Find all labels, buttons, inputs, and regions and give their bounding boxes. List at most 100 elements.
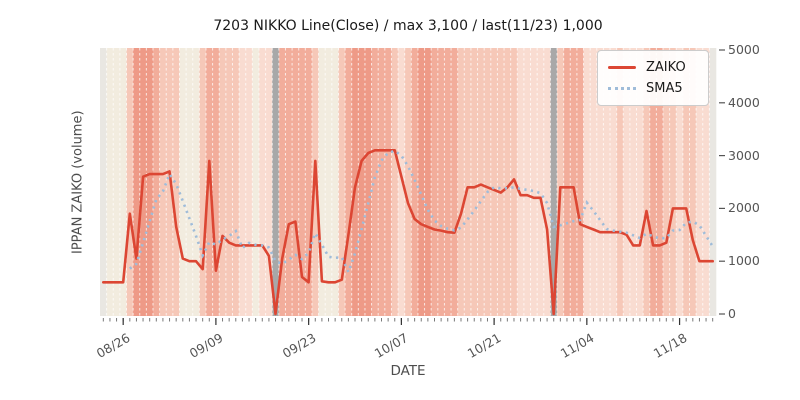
day-band <box>610 48 617 316</box>
y-tick-label: 2000 <box>728 200 760 216</box>
day-band <box>378 48 386 316</box>
day-band <box>384 48 392 316</box>
day-band <box>663 48 670 316</box>
day-band <box>557 48 564 316</box>
day-band <box>159 48 167 316</box>
day-band <box>444 48 452 316</box>
day-band <box>119 48 127 316</box>
sma5-line-swatch <box>608 87 636 90</box>
day-band <box>272 48 280 316</box>
day-band <box>424 48 432 316</box>
day-band <box>305 48 313 316</box>
day-band <box>643 48 651 316</box>
day-band <box>298 48 306 316</box>
day-band <box>689 48 697 316</box>
day-band <box>345 48 352 316</box>
day-band <box>696 48 704 316</box>
day-band <box>245 48 253 316</box>
day-band <box>285 48 293 316</box>
day-band <box>523 48 531 316</box>
day-band <box>232 48 240 316</box>
day-band <box>106 48 114 316</box>
day-band <box>126 48 134 316</box>
day-band <box>239 48 247 316</box>
y-tick-label: 4000 <box>728 94 760 110</box>
day-band <box>146 48 154 316</box>
zaiko-line <box>102 149 715 316</box>
day-band <box>504 48 511 316</box>
day-band <box>576 48 584 316</box>
day-band <box>252 48 260 316</box>
day-band <box>371 48 379 316</box>
day-band <box>331 48 339 316</box>
day-band <box>225 48 233 316</box>
zaiko-line-swatch <box>608 66 636 69</box>
day-band <box>364 48 372 316</box>
day-band <box>100 48 107 316</box>
day-band <box>358 48 366 316</box>
day-band <box>457 48 465 316</box>
day-band <box>179 48 187 316</box>
day-band <box>192 48 200 316</box>
legend-item-zaiko: ZAIKO <box>608 58 698 77</box>
y-tick-label: 1000 <box>728 253 760 269</box>
day-band <box>470 48 478 316</box>
legend-label-sma5: SMA5 <box>646 81 683 96</box>
day-band <box>616 48 624 316</box>
day-band <box>636 48 644 316</box>
day-band <box>537 48 545 316</box>
y-tick-label: 3000 <box>728 147 760 163</box>
day-band <box>682 48 690 316</box>
day-band <box>391 48 399 316</box>
day-band <box>451 48 458 316</box>
day-band <box>583 48 591 316</box>
day-band <box>497 48 505 316</box>
day-band <box>629 48 637 316</box>
day-band <box>649 48 657 316</box>
day-band <box>219 48 227 316</box>
day-band <box>437 48 445 316</box>
day-band <box>484 48 492 316</box>
day-band <box>186 48 194 316</box>
y-axis-label: IPPAN ZAIKO (volume) <box>70 110 86 254</box>
day-band <box>152 48 160 316</box>
day-band <box>702 48 710 316</box>
day-band <box>278 48 286 316</box>
day-band <box>212 48 220 316</box>
day-band <box>596 48 604 316</box>
day-band <box>292 48 300 316</box>
day-band <box>199 48 207 316</box>
chart-title: 7203 NIKKO Line(Close) / max 3,100 / las… <box>213 18 603 34</box>
legend: ZAIKO SMA5 <box>597 50 709 106</box>
day-band <box>530 48 538 316</box>
day-band <box>563 48 571 316</box>
day-band <box>490 48 498 316</box>
day-band <box>172 48 180 316</box>
day-band <box>517 48 525 316</box>
day-band <box>258 48 266 316</box>
day-band <box>404 48 412 316</box>
day-band <box>676 48 684 316</box>
day-band <box>669 48 677 316</box>
day-band <box>603 48 611 316</box>
day-band <box>623 48 631 316</box>
legend-item-sma5: SMA5 <box>608 79 698 98</box>
x-axis-label: DATE <box>390 363 426 379</box>
day-band <box>133 48 141 316</box>
day-band <box>318 48 326 316</box>
legend-label-zaiko: ZAIKO <box>646 60 686 75</box>
day-band <box>113 48 121 316</box>
day-band <box>265 48 273 316</box>
y-tick-label: 0 <box>728 306 736 321</box>
day-band <box>570 48 578 316</box>
day-band <box>590 48 598 316</box>
day-band <box>338 48 346 316</box>
day-band <box>431 48 439 316</box>
day-band <box>656 48 664 316</box>
day-band <box>417 48 425 316</box>
day-band <box>709 48 717 316</box>
y-tick-label: 5000 <box>728 42 760 57</box>
day-band <box>550 48 558 316</box>
